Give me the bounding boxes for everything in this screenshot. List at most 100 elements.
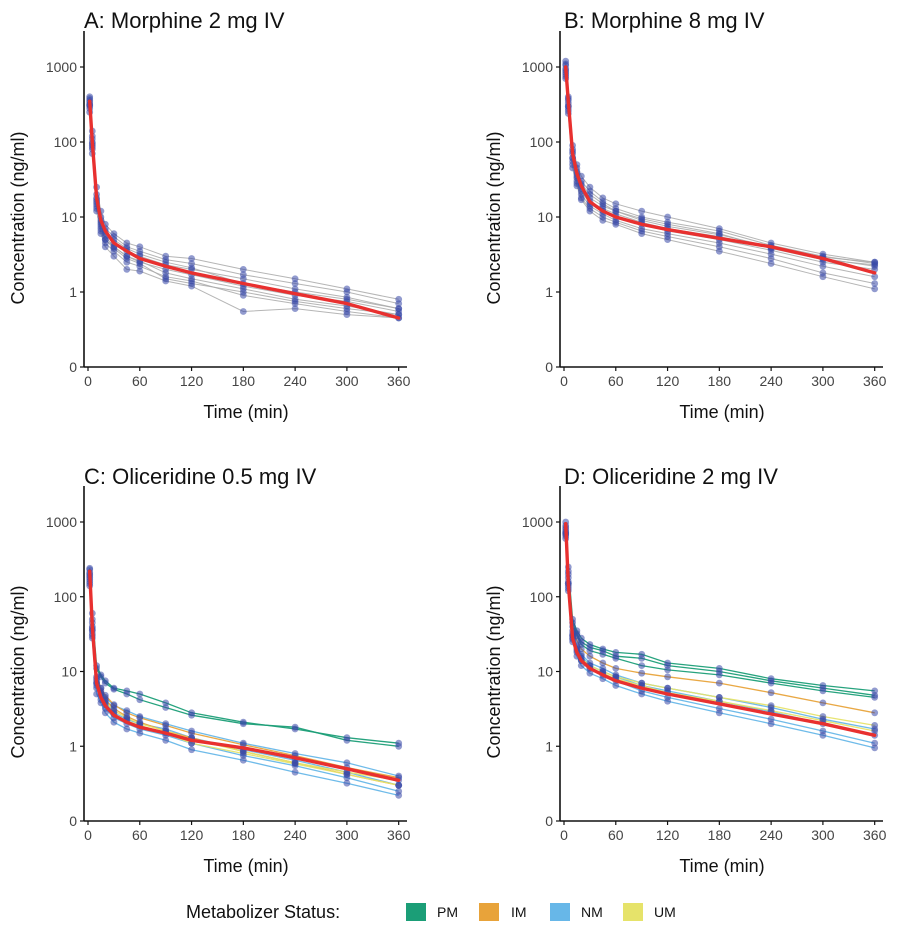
panel-d-title: D: Oliceridine 2 mg IV [564,464,778,489]
subject-point-8 [767,260,775,267]
panel-b-title: B: Morphine 8 mg IV [564,8,765,33]
subject-point-6 [110,718,118,726]
subject-point-2 [395,300,403,307]
y-tick-label: 1000 [46,59,77,75]
subject-point-7 [664,697,671,705]
subject-point-4 [715,679,723,687]
subject-point-4 [871,709,879,717]
y-tick-label: 100 [54,134,78,150]
x-tick-label: 120 [656,827,680,843]
x-tick-label: 0 [84,373,92,389]
subject-point-6 [291,768,299,776]
panel-c-ylabel: Concentration (ng/ml) [8,585,28,758]
y-tick-label: 1 [545,284,553,300]
y-tick-label: 1000 [522,514,553,530]
subject-point-8 [819,273,827,281]
subject-point-4 [586,652,594,660]
x-tick-label: 180 [708,373,732,389]
legend-swatch-um [623,903,643,921]
subject-point-4 [664,673,671,681]
subject-point-8 [715,247,723,255]
mean-curve-b [564,65,877,275]
subject-point-6 [162,736,170,744]
panel-b-xlabel: Time (min) [679,402,764,422]
subject-point-2 [188,711,196,719]
panel-b-plot: 0 1 10 100 1000 0 60 120 180 240 300 360 [522,31,887,389]
legend-label-pm: PM [437,904,458,920]
legend-swatch-pm [406,903,426,921]
panel-a-xlabel: Time (min) [203,402,288,422]
subject-point-3 [586,647,594,655]
panel-d: D: Oliceridine 2 mg IV Concentration (ng… [484,464,887,876]
subject-point-2 [343,288,351,296]
x-tick-label: 60 [132,373,148,389]
subject-point-8 [612,220,620,228]
subject-point-3 [638,662,646,669]
legend-label-im: IM [511,904,527,920]
x-tick-label: 300 [335,373,359,389]
y-tick-label: 10 [61,209,77,225]
x-tick-label: 120 [656,373,680,389]
subject-point-1 [638,207,646,215]
y-tick-label: 100 [530,589,554,605]
x-tick-label: 240 [759,373,783,389]
subject-point-7 [123,266,131,273]
panel-d-plot: 0 1 10 100 1000 0 60 120 180 240 300 360 [522,486,887,843]
subject-point-10 [871,727,879,735]
mean-curve-d [564,522,877,737]
x-tick-label: 360 [863,373,887,389]
subject-point-7 [343,311,351,318]
x-tick-label: 300 [811,373,835,389]
x-tick-label: 60 [132,827,148,843]
subject-point-6 [819,262,827,270]
subject-point-6 [188,746,196,754]
y-tick-label: 1 [69,284,77,300]
panel-a: A: Morphine 2 mg IV Concentration (ng/ml… [8,8,411,422]
y-tick-label: 100 [54,589,78,605]
x-tick-label: 240 [283,373,307,389]
subject-point-4 [767,689,775,697]
subject-point-1 [239,266,247,273]
legend: Metabolizer Status: PM IM NM UM [186,902,676,922]
subject-point-1 [291,275,299,283]
subject-point-6 [239,756,247,764]
subject-point-6 [123,725,131,733]
x-tick-label: 240 [283,827,307,843]
panel-b-ylabel: Concentration (ng/ml) [484,131,504,304]
subject-point-3 [612,654,620,662]
subject-point-3 [599,650,607,658]
panel-c: C: Oliceridine 0.5 mg IV Concentration (… [8,464,411,876]
y-tick-label: 10 [537,209,553,225]
subject-point-2 [239,720,247,728]
subject-line-7 [565,538,875,749]
x-tick-label: 180 [232,373,256,389]
subject-point-2 [291,280,299,287]
subject-point-4 [612,665,620,672]
subject-point-5 [188,264,196,272]
subject-point-2 [291,723,299,731]
subject-point-10 [395,781,403,789]
x-tick-label: 120 [180,373,204,389]
x-tick-label: 360 [863,827,887,843]
subject-point-5 [395,305,403,312]
x-tick-label: 0 [560,373,568,389]
subject-point-8 [586,207,594,215]
subject-point-1 [188,255,196,262]
subject-point-9 [188,280,196,287]
subject-point-4 [599,659,607,667]
panel-d-ylabel: Concentration (ng/ml) [484,585,504,758]
subject-point-4 [819,699,827,707]
subject-point-9 [123,255,131,262]
subject-point-8 [162,269,170,277]
subject-point-7 [871,744,879,752]
x-tick-label: 0 [560,827,568,843]
panel-a-plot: 0 1 10 100 1000 0 60 120 180 240 300 360 [46,31,411,389]
legend-label-nm: NM [581,904,603,920]
subject-point-3 [664,666,671,674]
y-tick-label: 0 [69,359,77,375]
x-tick-label: 60 [608,373,624,389]
subject-point-7 [162,722,170,729]
y-tick-label: 0 [69,813,77,829]
y-tick-label: 10 [537,664,553,680]
subject-point-9 [162,275,170,283]
